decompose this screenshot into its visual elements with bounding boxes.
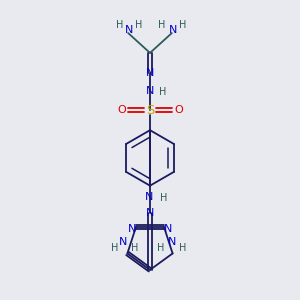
Text: H: H [157, 242, 164, 253]
Text: N: N [119, 237, 128, 247]
Text: N: N [146, 68, 154, 78]
Text: N: N [125, 25, 134, 35]
Text: O: O [117, 105, 126, 116]
Text: N: N [164, 224, 172, 234]
Text: H: H [130, 242, 138, 253]
Text: H: H [179, 242, 186, 253]
Text: H: H [158, 20, 166, 30]
Text: N: N [128, 224, 136, 234]
Text: N: N [167, 237, 176, 247]
Text: H: H [159, 86, 167, 97]
Text: S: S [146, 104, 154, 117]
Text: H: H [160, 193, 168, 202]
Text: N: N [169, 25, 177, 35]
Text: H: H [116, 20, 123, 30]
Text: H: H [111, 242, 118, 253]
Text: H: H [179, 20, 186, 30]
Text: N: N [146, 85, 154, 96]
Text: H: H [135, 20, 143, 30]
Text: N: N [145, 192, 153, 202]
Text: N: N [146, 208, 154, 218]
Text: O: O [174, 105, 183, 116]
